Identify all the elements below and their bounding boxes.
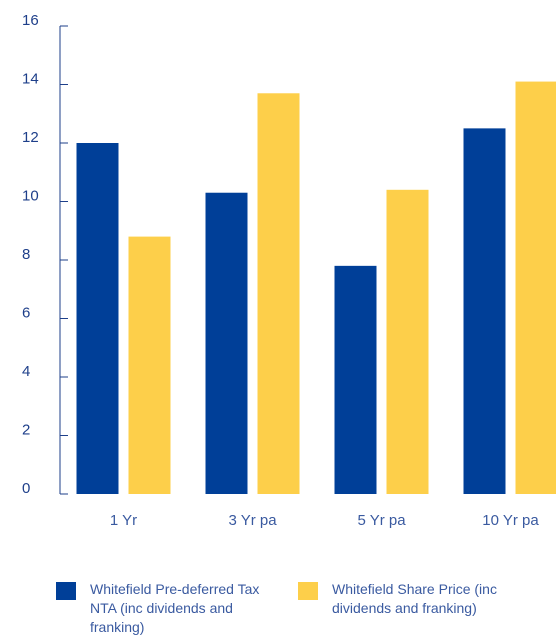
- y-tick-label: 10: [22, 187, 39, 204]
- legend-item: Whitefield Share Price (inc dividends an…: [298, 580, 556, 618]
- legend-item: Whitefield Pre-deferred Tax NTA (inc div…: [56, 580, 285, 636]
- legend-swatch: [298, 582, 318, 600]
- bar: [257, 93, 300, 495]
- bar: [128, 236, 171, 494]
- x-tick-label: 3 Yr pa: [228, 512, 277, 529]
- legend-label: Whitefield Share Price (inc dividends an…: [332, 581, 497, 616]
- legend-swatch: [56, 582, 76, 600]
- y-tick-label: 4: [22, 363, 30, 380]
- bar: [515, 81, 556, 494]
- legend-label: Whitefield Pre-deferred Tax NTA (inc div…: [90, 581, 260, 635]
- y-tick-label: 14: [22, 70, 39, 87]
- y-tick-label: 2: [22, 421, 30, 438]
- y-tick-label: 16: [22, 12, 39, 29]
- y-tick-label: 0: [22, 480, 30, 497]
- y-tick-label: 12: [22, 129, 39, 146]
- x-tick-label: 10 Yr pa: [482, 512, 539, 529]
- chart: 0 2 4 6 8 10 12 14 16 1 Yr 3 Yr pa 5 Yr pa 10 Yr pa: [22, 12, 556, 529]
- bar: [386, 189, 429, 495]
- y-tick-label: 6: [22, 304, 30, 321]
- bar: [463, 128, 506, 494]
- bar: [205, 192, 248, 494]
- bar: [76, 143, 119, 494]
- y-tick-label: 8: [22, 246, 30, 263]
- x-tick-label: 5 Yr pa: [357, 512, 406, 529]
- bar: [334, 265, 377, 494]
- x-tick-label: 1 Yr: [110, 512, 137, 529]
